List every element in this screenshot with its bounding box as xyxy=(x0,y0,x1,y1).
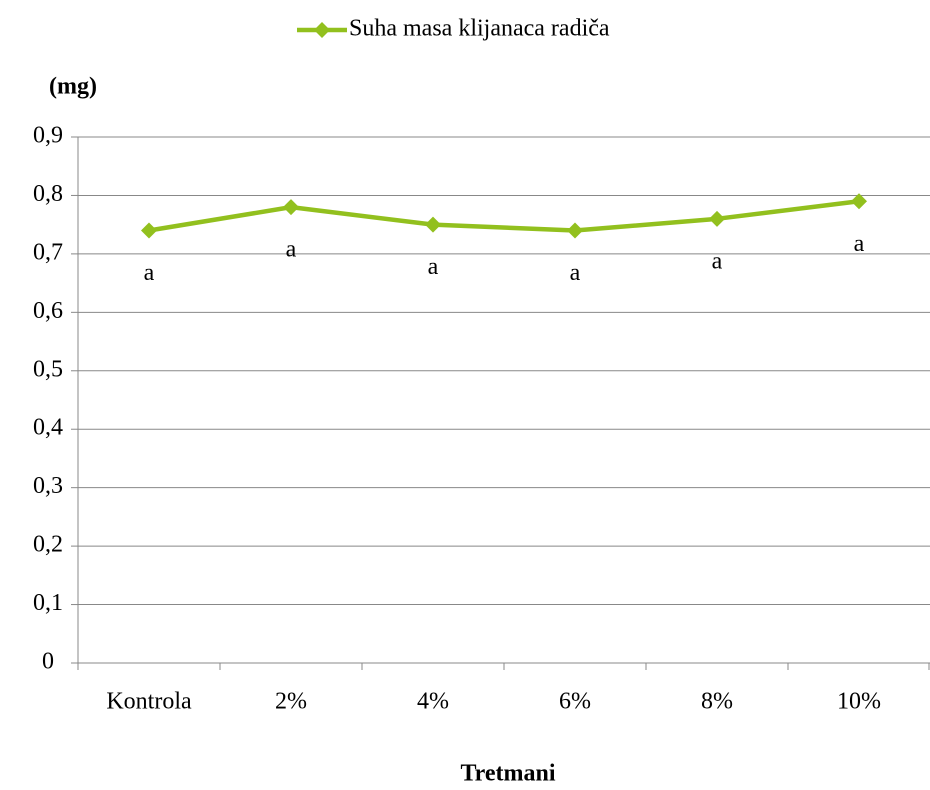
series-line xyxy=(148,199,860,233)
annotation: a xyxy=(428,254,439,280)
annotation: a xyxy=(144,260,155,286)
y-tick-label: 0,1 xyxy=(33,590,63,616)
annotation: a xyxy=(570,260,581,286)
point-marker xyxy=(709,210,725,227)
y-tick-label: 0,8 xyxy=(33,181,63,207)
legend-label: Suha masa klijanaca radiča xyxy=(349,16,610,42)
point-marker xyxy=(567,222,583,239)
x-tick-label: 2% xyxy=(275,689,307,715)
y-tick-label: 0,4 xyxy=(33,415,63,441)
annotation: a xyxy=(712,248,723,274)
y-tick-label: 0,7 xyxy=(33,239,63,265)
x-tick-label: 10% xyxy=(837,689,881,715)
x-tick-label: 4% xyxy=(417,689,449,715)
x-tick-label: 6% xyxy=(559,689,591,715)
legend-marker xyxy=(314,22,330,38)
point-marker xyxy=(141,222,157,239)
annotation: a xyxy=(854,231,865,257)
point-marker xyxy=(425,216,441,233)
y-axis-title: (mg) xyxy=(49,74,97,100)
point-marker xyxy=(283,199,299,216)
y-tick-label: 0,9 xyxy=(33,123,63,149)
y-tick-label: 0,3 xyxy=(33,473,63,499)
y-tick-label: 0,6 xyxy=(33,298,63,324)
y-tick-label: 0 xyxy=(42,649,54,675)
x-tick-label: 8% xyxy=(701,689,733,715)
y-tick-label: 0,2 xyxy=(33,532,63,558)
x-axis-title: Tretmani xyxy=(460,761,555,787)
x-tick-label: Kontrola xyxy=(106,689,192,715)
point-marker xyxy=(851,193,867,210)
annotation: a xyxy=(286,237,297,263)
y-tick-label: 0,5 xyxy=(33,356,63,382)
